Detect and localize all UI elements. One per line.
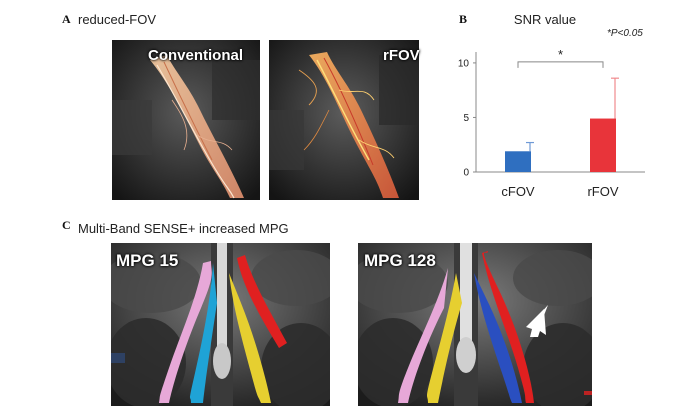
bar-cfov bbox=[505, 151, 531, 172]
x-tick-label-rfov: rFOV bbox=[587, 184, 618, 199]
panel-a-letter: A bbox=[62, 12, 71, 26]
mpg15-label: MPG 15 bbox=[116, 251, 179, 270]
y-tick-label-2: 10 bbox=[458, 58, 470, 69]
significance-bracket bbox=[517, 61, 604, 68]
chart-title: SNR value bbox=[514, 12, 576, 27]
y-tick-label-0: 0 bbox=[463, 168, 469, 179]
rfov-tractography-image bbox=[269, 40, 419, 200]
x-tick-label-cfov: cFOV bbox=[501, 184, 535, 199]
significance-note: *P<0.05 bbox=[607, 28, 643, 39]
mpg15-mri-image bbox=[111, 243, 330, 406]
significance-star: * bbox=[558, 47, 563, 62]
conventional-tractography-image bbox=[112, 40, 260, 200]
panel-c-title: Multi-Band SENSE+ increased MPG bbox=[78, 221, 289, 236]
y-tick-label-1: 5 bbox=[463, 113, 469, 124]
panel-c-letter: C bbox=[62, 218, 71, 232]
rfov-label: rFOV bbox=[383, 47, 420, 64]
bar-rfov bbox=[590, 118, 616, 172]
mpg128-label: MPG 128 bbox=[364, 251, 436, 270]
snr-bar-chart: SNR value 0 5 10 cFOV rFOV * bbox=[458, 12, 645, 199]
mpg128-mri-image bbox=[358, 243, 592, 406]
panel-b-letter: B bbox=[459, 12, 468, 26]
conventional-label: Conventional bbox=[148, 47, 244, 64]
panel-a-title: reduced-FOV bbox=[78, 12, 157, 27]
